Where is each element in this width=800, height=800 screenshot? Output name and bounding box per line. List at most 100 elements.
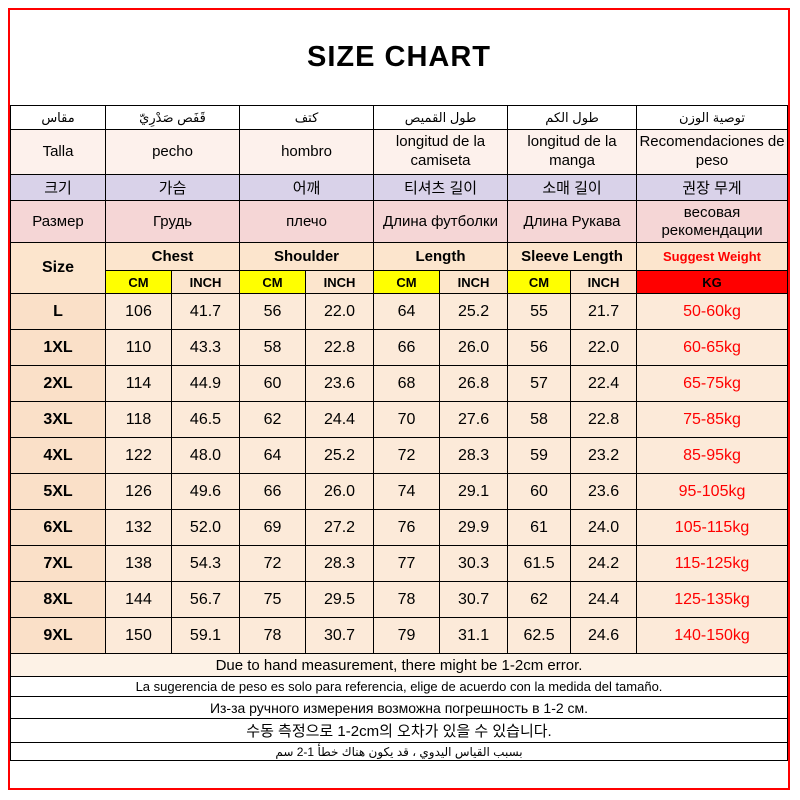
header-size-russian: Размер bbox=[10, 200, 106, 243]
measurement-value: 106 bbox=[105, 293, 172, 330]
measurement-value: 78 bbox=[239, 617, 306, 654]
measurement-value: 56 bbox=[507, 329, 572, 366]
measurement-value: 22.0 bbox=[570, 329, 638, 366]
header-chest-arabic: قَفَص صَدْرِيّ bbox=[105, 105, 240, 130]
measurement-value: 28.3 bbox=[304, 545, 375, 582]
measurement-value: 62 bbox=[239, 401, 306, 438]
weight-range: 50-60kg bbox=[636, 293, 788, 330]
measurement-value: 29.5 bbox=[304, 581, 375, 618]
size-label: 6XL bbox=[10, 509, 106, 546]
header-sleeve-spanish: longitud de la manga bbox=[507, 129, 638, 175]
size-label: 5XL bbox=[10, 473, 106, 510]
measurement-value: 61.5 bbox=[507, 545, 572, 582]
measurement-value: 30.7 bbox=[439, 581, 509, 618]
measurement-value: 24.2 bbox=[570, 545, 638, 582]
measurement-value: 66 bbox=[239, 473, 306, 510]
header-shoulder-spanish: hombro bbox=[238, 129, 375, 175]
measurement-value: 30.3 bbox=[439, 545, 509, 582]
measurement-value: 114 bbox=[105, 365, 172, 402]
header-sleeve-russian: Длина Рукава bbox=[507, 200, 638, 243]
measurement-value: 22.8 bbox=[304, 329, 375, 366]
measurement-value: 68 bbox=[373, 365, 441, 402]
measurement-value: 27.6 bbox=[439, 401, 509, 438]
unit-inch-shoulder: INCH bbox=[304, 270, 375, 294]
note-spanish: La sugerencia de peso es solo para refer… bbox=[10, 676, 788, 697]
table-row: 6XL 132 52.0 69 27.2 76 29.9 61 24.0 105-115kg bbox=[10, 509, 788, 546]
measurement-value: 77 bbox=[373, 545, 441, 582]
weight-range: 115-125kg bbox=[636, 545, 788, 582]
header-length-arabic: طول القميص bbox=[373, 105, 509, 130]
measurement-value: 59.1 bbox=[171, 617, 240, 654]
measurement-value: 144 bbox=[105, 581, 172, 618]
page-title: SIZE CHART bbox=[307, 41, 491, 73]
measurement-value: 56.7 bbox=[171, 581, 240, 618]
measurement-value: 72 bbox=[373, 437, 441, 474]
measurement-value: 49.6 bbox=[171, 473, 240, 510]
table-row: 3XL 118 46.5 62 24.4 70 27.6 58 22.8 75-85kg bbox=[10, 401, 788, 438]
header-chest-korean: 가슴 bbox=[105, 174, 240, 201]
red-frame: SIZE CHART مقاس قَفَص صَدْرِيّ كتف طول ا… bbox=[8, 8, 790, 790]
header-length-russian: Длина футболки bbox=[373, 200, 509, 243]
measurement-value: 26.0 bbox=[439, 329, 509, 366]
notes-section: Due to hand measurement, there might be … bbox=[10, 653, 788, 761]
measurement-value: 22.4 bbox=[570, 365, 638, 402]
weight-range: 60-65kg bbox=[636, 329, 788, 366]
weight-range: 75-85kg bbox=[636, 401, 788, 438]
measurement-value: 25.2 bbox=[304, 437, 375, 474]
measurement-value: 79 bbox=[373, 617, 441, 654]
unit-kg-weight: KG bbox=[636, 270, 788, 294]
note-row-english: Due to hand measurement, there might be … bbox=[10, 653, 788, 677]
unit-inch-chest: INCH bbox=[171, 270, 240, 294]
measurement-value: 76 bbox=[373, 509, 441, 546]
measurement-value: 118 bbox=[105, 401, 172, 438]
measurement-value: 29.9 bbox=[439, 509, 509, 546]
measurement-value: 72 bbox=[239, 545, 306, 582]
header-weight-arabic: توصية الوزن bbox=[636, 105, 788, 130]
measurement-value: 74 bbox=[373, 473, 441, 510]
measurement-value: 66 bbox=[373, 329, 441, 366]
header-length-spanish: longitud de la camiseta bbox=[373, 129, 509, 175]
header-rows: مقاس قَفَص صَدْرِيّ كتف طول القميص طول ا… bbox=[10, 105, 788, 294]
measurement-value: 24.4 bbox=[570, 581, 638, 618]
table-row: L 106 41.7 56 22.0 64 25.2 55 21.7 50-60kg bbox=[10, 293, 788, 330]
measurement-value: 150 bbox=[105, 617, 172, 654]
size-label: 2XL bbox=[10, 365, 106, 402]
measurement-value: 61 bbox=[507, 509, 572, 546]
weight-range: 65-75kg bbox=[636, 365, 788, 402]
measurement-value: 24.4 bbox=[304, 401, 375, 438]
header-length-english: Length bbox=[373, 242, 509, 271]
measurement-value: 44.9 bbox=[171, 365, 240, 402]
measurement-value: 41.7 bbox=[171, 293, 240, 330]
measurement-value: 75 bbox=[239, 581, 306, 618]
header-weight-korean: 권장 무게 bbox=[636, 174, 788, 201]
measurement-value: 58 bbox=[507, 401, 572, 438]
measurement-value: 126 bbox=[105, 473, 172, 510]
measurement-value: 26.0 bbox=[304, 473, 375, 510]
header-weight-spanish: Recomendaciones de peso bbox=[636, 129, 788, 175]
table-row: 2XL 114 44.9 60 23.6 68 26.8 57 22.4 65-75kg bbox=[10, 365, 788, 402]
measurement-value: 21.7 bbox=[570, 293, 638, 330]
header-size-spanish: Talla bbox=[10, 129, 106, 175]
header-sleeve-english: Sleeve Length bbox=[507, 242, 638, 271]
measurement-value: 23.6 bbox=[304, 365, 375, 402]
size-label: 9XL bbox=[10, 617, 106, 654]
header-row-korean: 크기 가슴 어깨 티셔츠 길이 소매 길이 권장 무게 bbox=[10, 174, 788, 201]
note-row-russian: Из-за ручного измерения возможна погрешн… bbox=[10, 696, 788, 719]
units-row: CM INCH CM INCH CM INCH CM INCH KG bbox=[11, 270, 788, 294]
measurement-value: 62 bbox=[507, 581, 572, 618]
weight-range: 85-95kg bbox=[636, 437, 788, 474]
header-shoulder-russian: плечо bbox=[238, 200, 375, 243]
measurement-value: 58 bbox=[239, 329, 306, 366]
measurement-value: 22.0 bbox=[304, 293, 375, 330]
note-english: Due to hand measurement, there might be … bbox=[10, 653, 788, 677]
measurement-value: 27.2 bbox=[304, 509, 375, 546]
header-chest-english: Chest bbox=[105, 242, 240, 271]
measurement-value: 23.6 bbox=[570, 473, 638, 510]
table-row: 9XL 150 59.1 78 30.7 79 31.1 62.5 24.6 140-150kg bbox=[10, 617, 788, 654]
measurement-value: 138 bbox=[105, 545, 172, 582]
measurement-value: 60 bbox=[507, 473, 572, 510]
header-shoulder-arabic: كتف bbox=[238, 105, 375, 130]
weight-range: 140-150kg bbox=[636, 617, 788, 654]
weight-range: 95-105kg bbox=[636, 473, 788, 510]
measurement-value: 28.3 bbox=[439, 437, 509, 474]
